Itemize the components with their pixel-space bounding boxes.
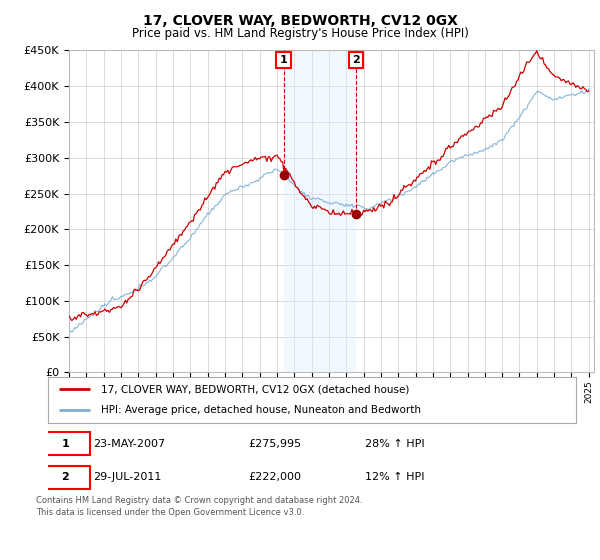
Text: Contains HM Land Registry data © Crown copyright and database right 2024.
This d: Contains HM Land Registry data © Crown c… [36,496,362,517]
Bar [284,50,356,372]
Text: 23-MAY-2007: 23-MAY-2007 [93,439,165,449]
Text: 12% ↑ HPI: 12% ↑ HPI [365,473,424,482]
Text: HPI: Average price, detached house, Nuneaton and Bedworth: HPI: Average price, detached house, Nune… [101,405,421,416]
Text: 1: 1 [61,439,69,449]
FancyBboxPatch shape [40,466,90,489]
Text: Price paid vs. HM Land Registry's House Price Index (HPI): Price paid vs. HM Land Registry's House … [131,27,469,40]
FancyBboxPatch shape [40,432,90,455]
Text: 17, CLOVER WAY, BEDWORTH, CV12 0GX (detached house): 17, CLOVER WAY, BEDWORTH, CV12 0GX (deta… [101,384,409,394]
Text: 17, CLOVER WAY, BEDWORTH, CV12 0GX: 17, CLOVER WAY, BEDWORTH, CV12 0GX [143,14,457,28]
Text: 1: 1 [280,55,287,65]
Text: 28% ↑ HPI: 28% ↑ HPI [365,439,424,449]
Text: 29-JUL-2011: 29-JUL-2011 [93,473,161,482]
Text: 2: 2 [61,473,69,482]
Text: £275,995: £275,995 [248,439,302,449]
Text: £222,000: £222,000 [248,473,302,482]
Text: 2: 2 [352,55,360,65]
